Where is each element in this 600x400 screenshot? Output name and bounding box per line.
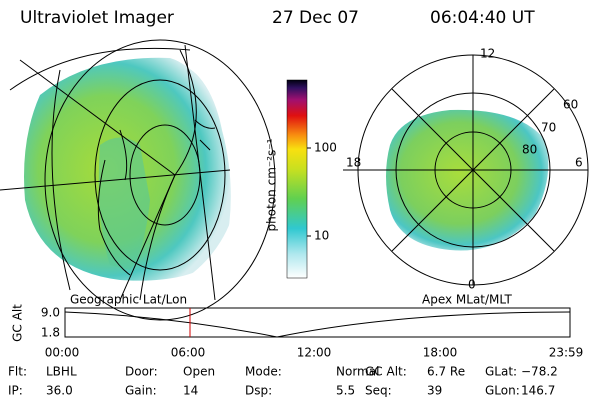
x-tick-label: 06:00	[171, 346, 206, 360]
lat-label: 70	[541, 121, 556, 135]
x-tick-label: 23:59	[549, 346, 584, 360]
info-label: Mode:	[245, 365, 282, 379]
panel-label: Geographic Lat/Lon	[70, 293, 187, 307]
info-label: GC Alt:	[365, 365, 407, 379]
info-label: IP:	[8, 384, 23, 398]
info-value: −78.2	[521, 365, 558, 379]
info-label: Flt:	[8, 365, 27, 379]
info-label: GLat:	[485, 365, 517, 379]
info-value: 39	[427, 384, 442, 398]
y-tick-label: 1.8	[41, 326, 60, 340]
info-value: 14	[183, 384, 198, 398]
lat-label: 80	[522, 143, 537, 157]
info-label: Dsp:	[245, 384, 272, 398]
mlt-label: 0	[468, 278, 476, 292]
mlt-label: 12	[480, 47, 495, 61]
info-value: LBHL	[46, 365, 77, 379]
date: 27 Dec 07	[272, 8, 359, 28]
info-value: 6.7 Re	[427, 365, 465, 379]
info-value: 36.0	[46, 384, 73, 398]
info-value: Normal	[336, 365, 379, 379]
y-tick-label: 9.0	[41, 306, 60, 320]
colorbar: 100 10 photon cm⁻²s⁻¹	[265, 79, 337, 279]
mlt-label: 6	[575, 156, 583, 170]
x-tick-label: 00:00	[45, 346, 80, 360]
header: Ultraviolet Imager 27 Dec 07 06:04:40 UT	[20, 8, 535, 28]
info-label: Door:	[125, 365, 158, 379]
x-tick-label: 12:00	[297, 346, 332, 360]
info-label: Gain:	[125, 384, 157, 398]
colorbar-tick: 10	[314, 229, 329, 243]
info-label: Seq:	[365, 384, 392, 398]
colorbar-label: photon cm⁻²s⁻¹	[265, 138, 279, 231]
colorbar-tick: 100	[314, 141, 337, 155]
time: 06:04:40 UT	[430, 8, 535, 28]
lat-label: 60	[563, 98, 578, 112]
y-axis-label: GC Alt	[11, 304, 25, 342]
x-tick-label: 18:00	[423, 346, 458, 360]
info-value: 146.7	[521, 384, 555, 398]
instrument: Ultraviolet Imager	[20, 8, 174, 28]
info-value: Open	[183, 365, 215, 379]
polar-plot: 12 18 6 0 60 70 80	[343, 47, 589, 292]
geographic-image	[0, 39, 276, 321]
altitude-strip: GC Alt 9.0 1.8 00:00 06:00 12:00 18:00 2…	[11, 304, 584, 360]
info-label: GLon:	[485, 384, 520, 398]
panel-label: Apex MLat/MLT	[422, 293, 512, 307]
mlt-label: 18	[346, 156, 361, 170]
info-value: 5.5	[336, 384, 355, 398]
